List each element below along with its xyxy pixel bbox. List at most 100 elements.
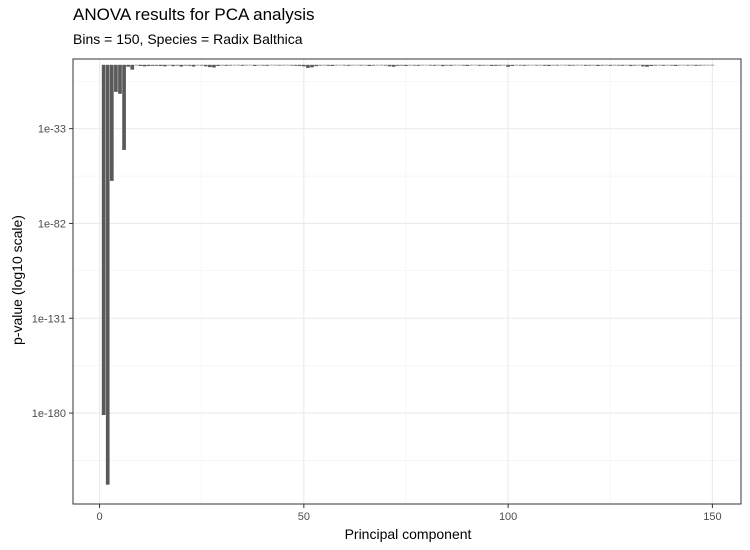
bar (543, 64, 547, 66)
bar (142, 64, 147, 67)
bar (477, 64, 482, 66)
bar (383, 64, 388, 66)
bar (400, 64, 404, 66)
bar (232, 64, 237, 66)
bar (224, 64, 229, 66)
chart-title: ANOVA results for PCA analysis (73, 5, 315, 24)
bar (526, 64, 531, 66)
bar (114, 64, 118, 92)
bar (440, 64, 445, 67)
y-tick-label: 1e-82 (38, 218, 66, 230)
bar (677, 64, 682, 66)
bar (318, 64, 323, 66)
bar (212, 64, 216, 68)
bar (236, 64, 241, 66)
bar (653, 64, 658, 66)
bar (498, 64, 502, 66)
bar (428, 64, 433, 66)
bar (506, 64, 510, 67)
y-tick-label: 1e-180 (32, 408, 66, 420)
bar (596, 64, 600, 66)
x-axis-label: Principal component (345, 526, 472, 542)
bar (616, 64, 621, 66)
bar (424, 64, 429, 66)
bar (612, 64, 617, 66)
bar (547, 64, 551, 66)
bar (604, 64, 609, 66)
bar (203, 64, 208, 67)
bar (281, 64, 286, 66)
bar (657, 64, 662, 66)
bar (220, 64, 224, 66)
bar (408, 64, 412, 66)
bar (208, 64, 212, 68)
bar (285, 64, 290, 66)
bar (620, 64, 625, 66)
bar (355, 64, 359, 66)
bar (183, 64, 188, 66)
bar (195, 64, 200, 66)
bar (567, 64, 572, 66)
bar (391, 64, 396, 67)
bar (592, 64, 596, 66)
bar (375, 64, 380, 66)
bar (379, 64, 384, 66)
bar (579, 64, 584, 66)
bar (637, 64, 641, 66)
bar (314, 64, 318, 67)
bar (453, 64, 457, 66)
bar (154, 64, 159, 66)
bar (420, 64, 425, 66)
bar (273, 64, 278, 66)
bar (469, 64, 474, 66)
panel-border (72, 58, 742, 505)
bar (387, 64, 392, 67)
bar (559, 64, 564, 66)
y-axis-label: p-value (log10 scale) (9, 215, 25, 345)
bar (109, 64, 114, 181)
bar (301, 64, 306, 67)
gridlines (73, 59, 741, 504)
bar (416, 64, 421, 66)
y-axis: 1e-33 1e-82 1e-131 1e-180 (32, 124, 73, 420)
bar (510, 64, 515, 66)
bar (122, 64, 126, 150)
bar (694, 64, 698, 66)
x-tick-label: 100 (499, 511, 517, 523)
bar (240, 64, 245, 66)
bar (563, 64, 568, 66)
bar (159, 64, 163, 66)
x-tick-label: 50 (298, 511, 310, 523)
bar (404, 64, 408, 66)
bar (126, 64, 130, 67)
bar (522, 64, 527, 66)
bar (575, 64, 580, 66)
bar (710, 64, 715, 66)
plot-panel (73, 59, 741, 504)
bar (465, 64, 470, 66)
bar (175, 64, 180, 66)
bar (436, 64, 441, 66)
bar (359, 64, 363, 66)
bar (686, 64, 690, 66)
bar (481, 64, 486, 66)
bar (187, 64, 192, 66)
bar (248, 64, 253, 66)
bar (444, 64, 449, 66)
bar (326, 64, 331, 66)
bar (346, 64, 351, 66)
bar (608, 64, 613, 66)
bar (363, 64, 367, 66)
bar (163, 64, 167, 67)
bar (449, 64, 453, 66)
x-axis: 0 50 100 150 (96, 504, 722, 523)
bar (534, 64, 539, 66)
bar (681, 64, 686, 66)
bar (138, 64, 143, 66)
bar (485, 64, 490, 66)
bar (649, 64, 653, 66)
bar (632, 64, 637, 66)
bar (150, 64, 155, 66)
bar (297, 64, 302, 66)
